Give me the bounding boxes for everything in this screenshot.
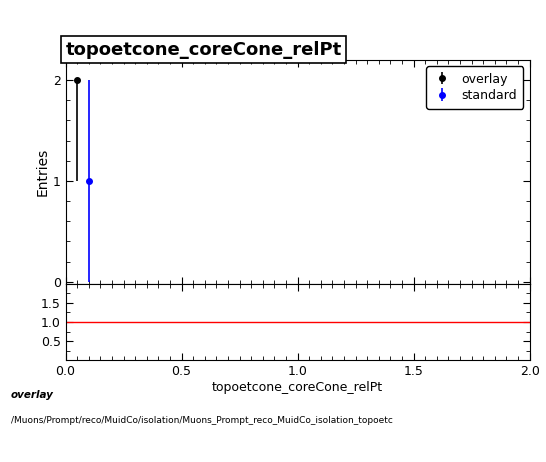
Legend: overlay, standard: overlay, standard — [426, 67, 524, 109]
Text: topoetcone_coreCone_relPt: topoetcone_coreCone_relPt — [66, 41, 342, 59]
Text: /Muons/Prompt/reco/MuidCo/isolation/Muons_Prompt_reco_MuidCo_isolation_topoetc: /Muons/Prompt/reco/MuidCo/isolation/Muon… — [11, 416, 393, 425]
Y-axis label: Entries: Entries — [36, 148, 50, 196]
Text: overlay: overlay — [11, 390, 54, 401]
X-axis label: topoetcone_coreCone_relPt: topoetcone_coreCone_relPt — [212, 381, 383, 394]
